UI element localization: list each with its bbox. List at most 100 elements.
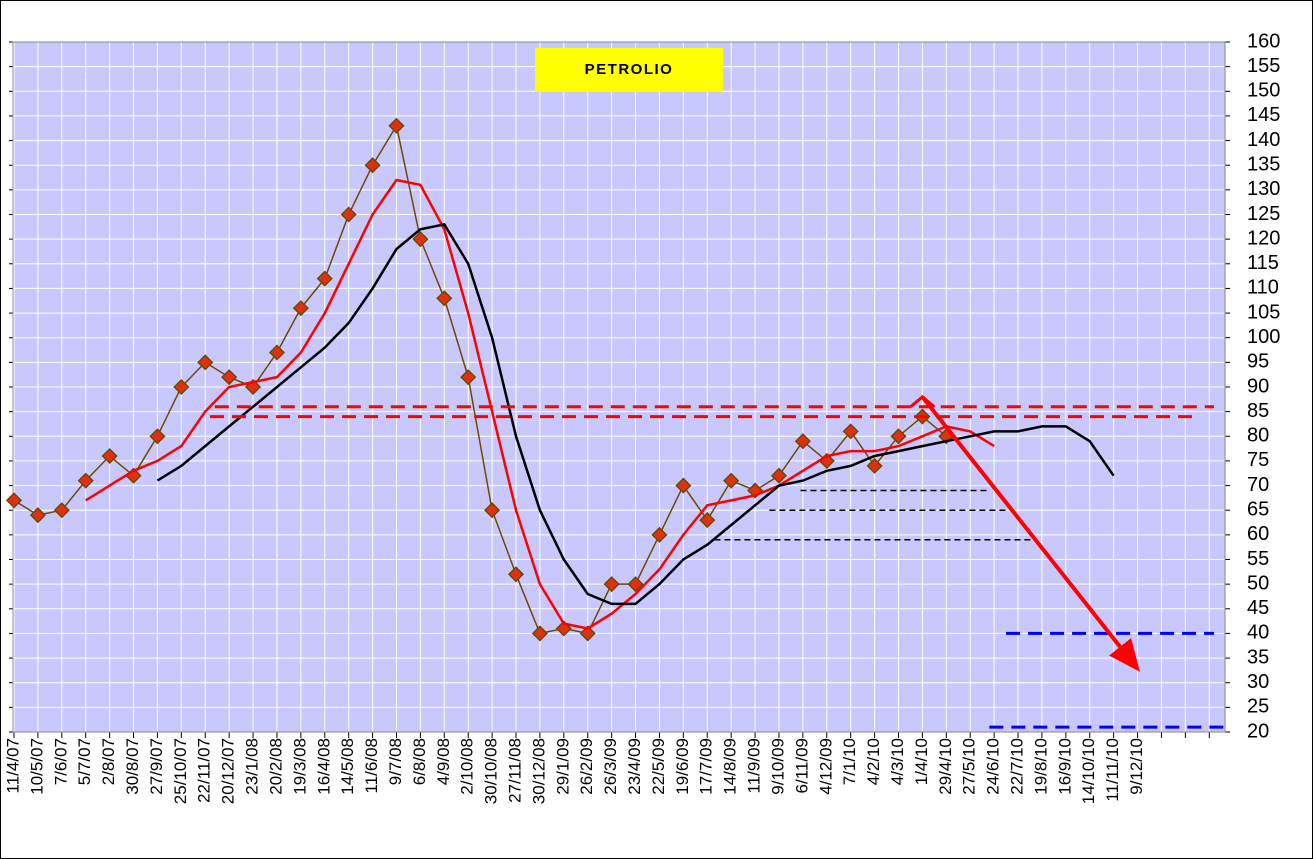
marker (651, 526, 668, 543)
x-tick-label: 29/1/09 (553, 738, 572, 795)
marker (388, 117, 405, 134)
x-tick-label: 7/1/10 (840, 738, 859, 785)
x-tick-label: 4/2/10 (864, 738, 883, 785)
x-tick-label: 23/1/08 (243, 738, 262, 795)
y-tick-label: 75 (1247, 449, 1269, 471)
x-tick-label: 23/4/09 (625, 738, 644, 795)
x-tick-label: 10/5/07 (27, 738, 46, 795)
y-tick-label: 100 (1247, 326, 1280, 348)
x-tick-label: 27/5/10 (960, 738, 979, 795)
x-tick-label: 29/4/10 (936, 738, 955, 795)
x-tick-label: 26/2/09 (577, 738, 596, 795)
y-tick-label: 55 (1247, 548, 1269, 570)
marker (29, 507, 46, 524)
x-tick-label: 26/3/09 (601, 738, 620, 795)
x-tick-label: 22/11/07 (195, 738, 214, 803)
arrow-head (1109, 638, 1140, 672)
x-tick-label: 19/8/10 (1031, 738, 1050, 795)
x-tick-label: 9/12/10 (1127, 738, 1146, 795)
marker (292, 300, 309, 317)
x-tick-label: 22/5/09 (649, 738, 668, 795)
y-tick-label: 35 (1247, 646, 1269, 668)
marker (436, 290, 453, 307)
x-tick-label: 1/4/10 (912, 738, 931, 785)
marker (412, 231, 429, 248)
marker (316, 270, 333, 287)
x-tick-label: 19/6/09 (673, 738, 692, 795)
marker (770, 467, 788, 484)
y-tick-label: 30 (1247, 671, 1269, 693)
x-tick-label: 30/10/08 (482, 738, 501, 804)
marker (723, 472, 740, 489)
y-tick-label: 45 (1247, 597, 1269, 619)
y-tick-label: 125 (1247, 203, 1280, 225)
marker (197, 354, 214, 371)
x-tick-label: 17/7/09 (697, 738, 716, 795)
x-tick-label: 16/4/08 (314, 738, 333, 795)
y-tick-label: 105 (1247, 301, 1280, 323)
x-tick-label: 14/8/09 (721, 738, 740, 795)
x-tick-label: 4/9/08 (434, 738, 453, 785)
x-tick-label: 9/7/08 (386, 738, 405, 785)
x-tick-label: 2/8/07 (99, 738, 118, 785)
marker (507, 566, 525, 583)
y-tick-label: 70 (1247, 474, 1269, 496)
arrow-tail (909, 394, 936, 409)
marker (484, 502, 501, 519)
marker (244, 378, 262, 396)
x-tick-label: 16/9/10 (1055, 738, 1074, 795)
x-tick-label: 22/7/10 (1008, 738, 1027, 795)
y-tick-label: 20 (1247, 720, 1269, 742)
x-tick-label: 20/2/08 (266, 738, 285, 795)
x-tick-label: 27/9/07 (147, 738, 166, 795)
marker (221, 369, 238, 386)
y-tick-label: 80 (1247, 425, 1269, 447)
y-tick-label: 150 (1247, 80, 1280, 102)
marker (699, 512, 716, 529)
y-tick-label: 25 (1247, 696, 1269, 718)
x-tick-label: 6/11/09 (792, 738, 811, 793)
x-tick-label: 30/12/08 (529, 738, 548, 804)
x-tick-label: 2/10/08 (458, 738, 477, 795)
marker (460, 369, 477, 386)
x-tick-label: 6/8/08 (410, 738, 429, 785)
marker (173, 378, 190, 396)
x-tick-label: 19/3/08 (290, 738, 309, 795)
y-tick-label: 60 (1247, 523, 1269, 545)
y-tick-label: 120 (1247, 227, 1280, 249)
marker (842, 423, 859, 440)
x-tick-label: 11/6/08 (362, 738, 381, 793)
marker (340, 206, 357, 223)
y-tick-label: 50 (1247, 572, 1269, 594)
marker (866, 457, 883, 474)
marker (77, 472, 94, 489)
y-tick-label: 130 (1247, 178, 1280, 200)
x-tick-label: 25/10/07 (171, 738, 190, 804)
y-tick-label: 155 (1247, 55, 1280, 77)
plot-border (12, 41, 1226, 733)
title-box (535, 48, 723, 92)
marker (890, 428, 907, 445)
y-tick-label: 85 (1247, 400, 1269, 422)
marker (149, 428, 166, 445)
y-tick-label: 110 (1247, 277, 1279, 299)
x-tick-label: 4/12/09 (816, 738, 835, 795)
x-tick-label: 5/7/07 (75, 738, 94, 785)
marker (603, 576, 620, 593)
marker (627, 576, 644, 593)
marker (5, 492, 23, 509)
x-tick-label: 20/12/07 (219, 738, 238, 804)
marker (364, 157, 381, 174)
marker (555, 620, 572, 637)
y-tick-label: 65 (1247, 498, 1269, 520)
chart-title: PETROLIO (585, 61, 674, 78)
marker (675, 477, 692, 494)
marker (531, 625, 548, 642)
marker (268, 344, 286, 361)
series-line (85, 178, 995, 630)
x-tick-label: 30/8/07 (123, 738, 142, 795)
marker (101, 447, 118, 465)
marker (53, 502, 70, 519)
marker (579, 625, 596, 642)
